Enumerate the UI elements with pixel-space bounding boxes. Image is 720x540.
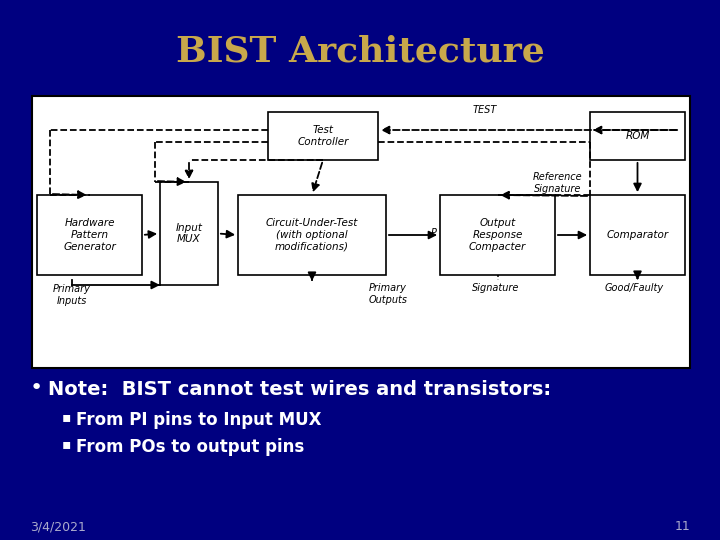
Text: Primary
Inputs: Primary Inputs: [53, 284, 91, 306]
Bar: [590, 195, 685, 275]
Text: Signature: Signature: [472, 283, 520, 293]
Text: Primary
Outputs: Primary Outputs: [369, 283, 408, 305]
Bar: [238, 195, 386, 275]
Text: 11: 11: [674, 521, 690, 534]
Text: 3/4/2021: 3/4/2021: [30, 521, 86, 534]
Text: Reference
Signature: Reference Signature: [534, 172, 582, 194]
Text: From POs to output pins: From POs to output pins: [76, 438, 305, 456]
Bar: [440, 195, 555, 275]
Text: ▪: ▪: [62, 437, 71, 451]
Text: Input
MUX: Input MUX: [176, 222, 202, 244]
Text: Circuit-Under-Test
(with optional
modifications): Circuit-Under-Test (with optional modifi…: [266, 218, 358, 252]
Text: Hardware
Pattern
Generator: Hardware Pattern Generator: [63, 218, 116, 252]
Text: Output
Response
Compacter: Output Response Compacter: [469, 218, 526, 252]
Text: BIST Architecture: BIST Architecture: [176, 35, 544, 69]
Text: Comparator: Comparator: [606, 230, 669, 240]
Text: Note:  BIST cannot test wires and transistors:: Note: BIST cannot test wires and transis…: [48, 380, 551, 399]
Bar: [268, 112, 378, 160]
Text: Test
Controller: Test Controller: [297, 125, 348, 147]
Text: P: P: [431, 228, 437, 238]
Bar: [590, 112, 685, 160]
Text: ▪: ▪: [62, 410, 71, 424]
Bar: [32, 96, 690, 368]
Text: From PI pins to Input MUX: From PI pins to Input MUX: [76, 411, 322, 429]
Bar: [160, 182, 218, 285]
Text: TEST: TEST: [473, 105, 498, 115]
Text: Good/Faulty: Good/Faulty: [604, 283, 664, 293]
Text: •: •: [30, 378, 43, 398]
Text: ROM: ROM: [625, 131, 649, 141]
Bar: [37, 195, 142, 275]
